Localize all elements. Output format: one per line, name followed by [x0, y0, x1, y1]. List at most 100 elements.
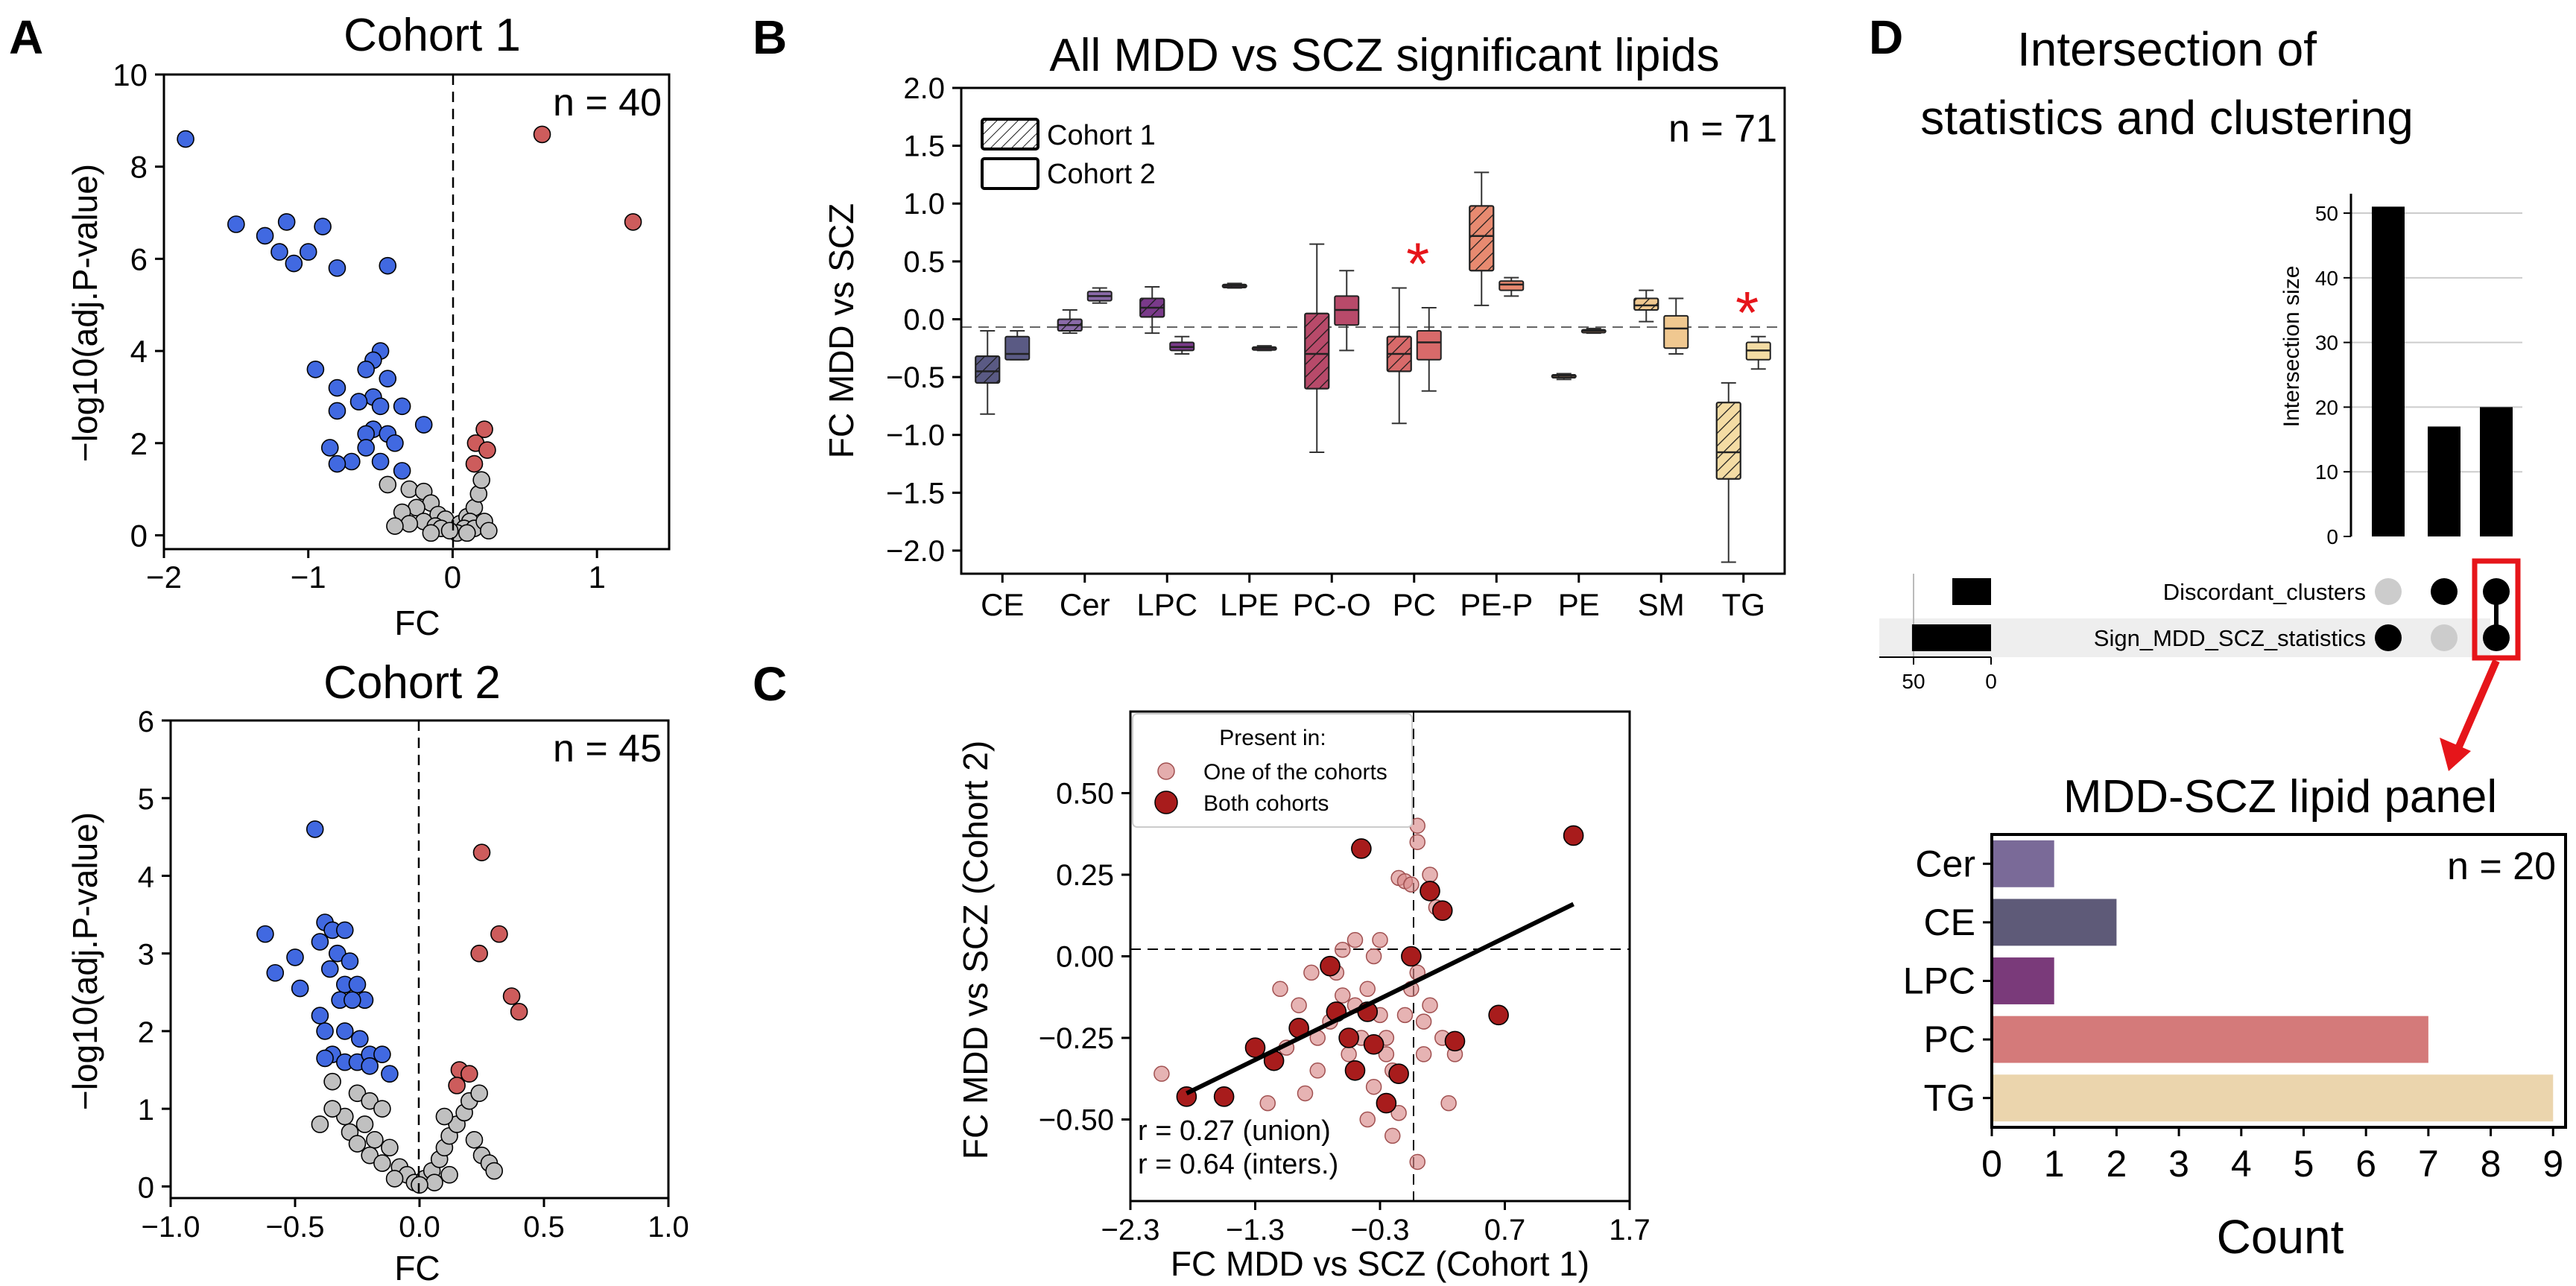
panel-b-boxplot: All MDD vs SCZ significant lipids ** n =… — [822, 30, 1786, 622]
point-down — [328, 944, 346, 963]
point-down — [328, 454, 346, 473]
point-up — [502, 987, 521, 1005]
point-down — [361, 1057, 379, 1075]
point-up — [460, 1065, 478, 1083]
point-one-cohort — [1365, 1078, 1382, 1095]
x-tick-label: CE — [981, 587, 1024, 622]
set-size-bar — [1911, 624, 1991, 651]
point-one-cohort — [1335, 941, 1351, 958]
point-both-cohorts — [1420, 881, 1440, 902]
membership-matrix — [2375, 578, 2510, 651]
legend-label-both-cohorts: Both cohorts — [1203, 791, 1329, 816]
x-tick-label: 0.5 — [523, 1211, 565, 1244]
point-down — [314, 218, 332, 235]
set-rows: Discordant_clusters Sign_MDD_SCZ_statisti… — [1879, 574, 2366, 693]
x-tick-label: −2.3 — [1101, 1214, 1160, 1247]
point-down — [393, 397, 411, 416]
legend-marker-both-cohorts — [1154, 791, 1178, 814]
point-down — [266, 963, 285, 982]
box-hatch — [1633, 297, 1659, 311]
y-tick-label: 0 — [138, 1171, 154, 1204]
point-both-cohorts — [1401, 946, 1422, 967]
y-tick-label: 2 — [138, 1016, 154, 1049]
point-both-cohorts — [1320, 955, 1341, 977]
y-tick-label: 8 — [130, 150, 148, 185]
x-axis-ticks: −2 −1 0 1 — [146, 549, 606, 595]
bar-lpc — [1992, 957, 2054, 1004]
highlight-arrow-line — [2455, 659, 2500, 748]
point-ns — [440, 1165, 458, 1184]
point-up — [624, 213, 642, 231]
bars — [1992, 840, 2554, 1122]
legend-label-one-cohort: One of the cohorts — [1203, 760, 1387, 785]
intersection-bar — [2480, 407, 2513, 536]
point-ns — [480, 522, 498, 540]
y-axis-ticks: Cer CE LPC PC TG — [1903, 843, 1992, 1119]
y-tick-label: 0.00 — [1056, 941, 1114, 974]
y-axis-label: FC MDD vs SCZ — [822, 203, 861, 458]
point-down — [286, 948, 304, 966]
y-tick-label: 0.5 — [903, 246, 945, 279]
point-down — [328, 378, 346, 397]
point-one-cohort — [1390, 1104, 1407, 1121]
point-down — [371, 397, 390, 416]
x-tick-label: 2 — [2106, 1143, 2127, 1185]
point-one-cohort — [1440, 1095, 1457, 1112]
y-tick-label: −1.0 — [886, 419, 945, 452]
chart-title-line1: Intersection of — [2017, 22, 2317, 76]
legend-marker-one-cohort — [1157, 762, 1175, 780]
n-annotation: n = 20 — [2447, 845, 2556, 888]
point-both-cohorts — [1488, 1004, 1509, 1026]
x-tick-label: PE — [1558, 587, 1600, 622]
y-tick-label: 50 — [2315, 202, 2338, 225]
legend-label-cohort2: Cohort 2 — [1047, 159, 1156, 190]
point-both-cohorts — [1213, 1086, 1235, 1107]
point-ns — [361, 1146, 379, 1165]
x-tick-label: 0 — [444, 560, 461, 595]
point-ns — [470, 1084, 488, 1103]
y-tick-label: 0.50 — [1056, 778, 1114, 811]
x-tick-label: −0.3 — [1351, 1214, 1410, 1247]
x-tick-label: 1.0 — [648, 1211, 689, 1244]
plot-frame — [162, 73, 671, 551]
point-ns — [348, 1135, 367, 1153]
n-annotation: n = 71 — [1668, 107, 1777, 151]
set-size-bar — [1952, 578, 1991, 605]
point-one-cohort — [1297, 1085, 1314, 1102]
legend-label-cohort1: Cohort 1 — [1047, 120, 1156, 151]
point-ns — [366, 1131, 384, 1149]
y-axis-label: Intersection size — [2279, 266, 2304, 428]
point-one-cohort — [1372, 931, 1388, 948]
point-down — [349, 393, 368, 411]
point-down — [341, 952, 359, 970]
point-one-cohort — [1403, 876, 1420, 893]
point-ns — [400, 480, 419, 498]
y-tick-label: 1.0 — [903, 188, 945, 221]
bar-ce — [1992, 899, 2117, 946]
point-down — [316, 1049, 334, 1068]
point-one-cohort — [1346, 931, 1364, 948]
chart-title-line2: statistics and clustering — [1920, 91, 2414, 145]
legend: Present in: One of the cohorts Both coho… — [1132, 713, 1413, 828]
point-down — [320, 439, 339, 457]
point-both-cohorts — [1351, 838, 1372, 859]
y-tick-label: 10 — [113, 57, 148, 92]
point-up — [472, 843, 491, 861]
y-tick-label: −2.0 — [886, 535, 945, 568]
x-axis-label: FC MDD vs SCZ (Cohort 1) — [1171, 1244, 1589, 1283]
box-cohort2 — [1499, 280, 1525, 291]
point-down — [348, 975, 367, 994]
regression-line — [1186, 902, 1575, 1096]
annotation-r-union: r = 0.27 (union) — [1138, 1115, 1331, 1147]
volcano-points — [256, 820, 528, 1194]
n-annotation: n = 45 — [553, 727, 662, 770]
annotation-r-intersection: r = 0.64 (inters.) — [1138, 1149, 1338, 1180]
box-cohort2 — [1416, 330, 1442, 361]
y-tick-label: 5 — [138, 783, 154, 816]
x-axis-label: Count — [2217, 1210, 2344, 1264]
point-both-cohorts — [1376, 1092, 1397, 1114]
y-axis-ticks: 0 2 4 6 8 10 — [113, 57, 164, 553]
point-ns — [425, 1173, 443, 1191]
